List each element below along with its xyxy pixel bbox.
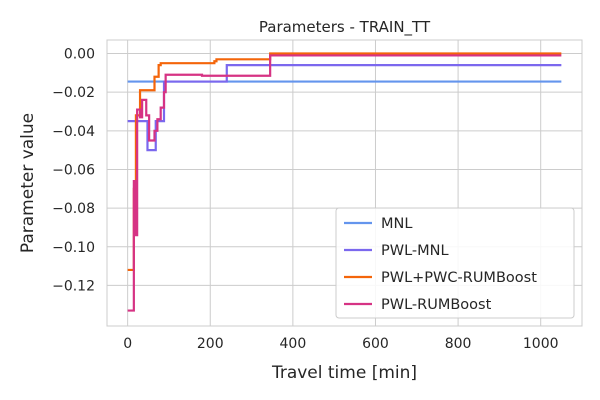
x-tick-label: 600 bbox=[362, 336, 389, 352]
legend: MNL PWL-MNL PWL+PWC-RUMBoost PWL-RUMBoost bbox=[335, 207, 575, 319]
x-tick-label: 200 bbox=[197, 336, 224, 352]
x-tick-label: 800 bbox=[445, 336, 472, 352]
y-tick-label: 0.00 bbox=[64, 47, 95, 63]
legend-label: PWL-MNL bbox=[381, 243, 449, 259]
y-tick-label: −0.02 bbox=[52, 85, 95, 101]
y-tick-label: −0.08 bbox=[52, 201, 95, 217]
y-tick-label: −0.04 bbox=[52, 124, 95, 140]
x-tick-label: 400 bbox=[280, 336, 307, 352]
y-ticks: −0.12 −0.10 −0.08 −0.06 −0.04 −0.02 0.00 bbox=[52, 47, 95, 295]
x-ticks: 0 200 400 600 800 1000 bbox=[123, 336, 558, 352]
y-tick-label: −0.06 bbox=[52, 162, 95, 178]
x-tick-label: 0 bbox=[123, 336, 132, 352]
legend-box bbox=[335, 207, 575, 319]
y-tick-label: −0.10 bbox=[52, 240, 95, 256]
chart-title: Parameters - TRAIN_TT bbox=[259, 18, 431, 37]
y-tick-label: −0.12 bbox=[52, 278, 95, 294]
x-axis-label: Travel time [min] bbox=[271, 363, 417, 383]
series-layer bbox=[127, 52, 562, 312]
series-line-pwl-rumboost bbox=[127, 54, 562, 312]
legend-label: MNL bbox=[381, 216, 412, 232]
series-line-pwl-mnl bbox=[127, 64, 562, 152]
legend-label: PWL-RUMBoost bbox=[381, 297, 492, 313]
plot-frame bbox=[106, 39, 583, 327]
y-axis-label: Parameter value bbox=[18, 113, 38, 253]
series-line-pwl-pwc-rumboost bbox=[127, 52, 562, 272]
legend-label: PWL+PWC-RUMBoost bbox=[381, 270, 537, 286]
x-tick-label: 1000 bbox=[523, 336, 559, 352]
